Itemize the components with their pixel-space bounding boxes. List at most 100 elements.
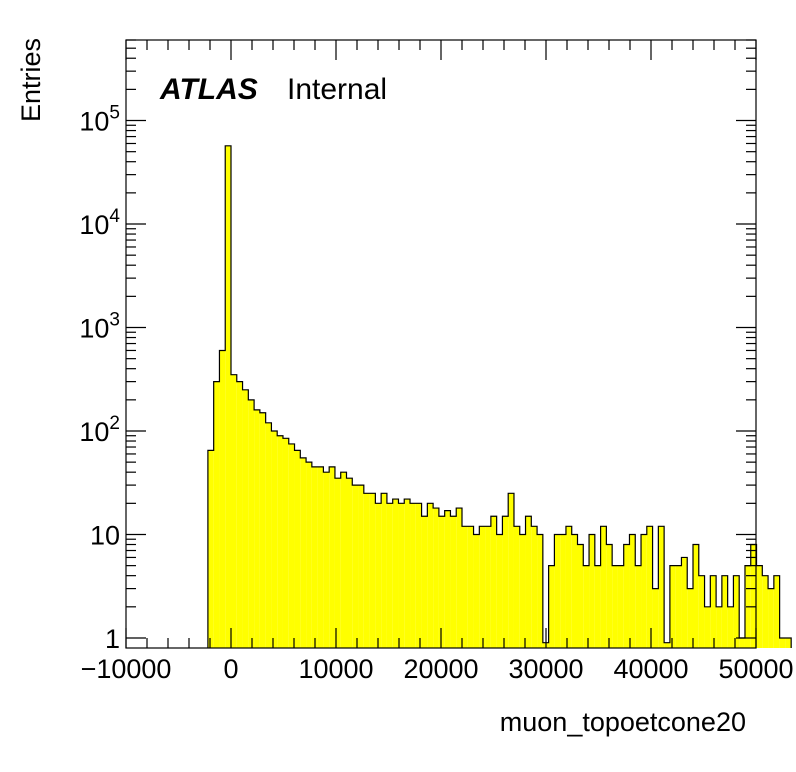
histogram-bin [623,544,630,648]
histogram-bin [537,534,543,648]
histogram-bin [687,588,693,648]
histogram-bin [265,422,272,648]
histogram-bin [693,544,699,648]
x-tick-label: 0 [223,654,238,684]
histogram-bin [565,526,572,648]
histogram-bin [231,374,237,648]
histogram-bin [768,588,774,648]
histogram-bin [641,534,647,648]
histogram-bin [716,606,722,648]
histogram-bars [207,145,792,648]
x-tick-label: 30000 [508,654,583,684]
histogram-bin [462,526,468,648]
histogram-bin [386,503,393,648]
histogram-bin [236,381,243,648]
y-tick-labels: 1 10 102 103 104 105 [79,103,120,654]
histogram-bin [444,510,451,648]
histogram-bin [456,508,462,648]
y-tick-label: 10 [90,520,120,550]
y-tick-label: 102 [79,413,120,447]
histogram-bin [317,466,324,648]
histogram-bin [381,493,387,648]
histogram-bin [259,412,266,648]
histogram-bin [358,485,364,648]
histogram-bin [329,466,335,648]
histogram-bin [669,565,676,648]
histogram-bin [490,516,497,648]
histogram-bin [352,485,359,648]
histogram-bin [773,575,780,648]
histogram-bin [577,544,584,648]
histogram-bin [248,399,255,648]
histogram-bin [750,544,757,648]
histogram-bin [415,503,422,648]
histogram-bin [594,565,601,648]
y-tick-label: 105 [79,103,120,137]
histogram-bin [323,472,330,648]
histogram-bin [681,557,688,648]
histogram-bin [421,516,428,648]
histogram-bin [583,565,590,648]
histogram-bin [479,526,486,648]
histogram-bin [485,526,491,648]
histogram-bin [502,516,509,648]
histogram-bin [392,499,399,648]
histogram-bin [410,503,416,648]
histogram-bin [721,575,728,648]
histogram-bin [404,499,411,648]
axis-ticks [125,39,757,648]
x-tick-label: 20000 [403,654,478,684]
x-tick-labels: −10000 0 10000 20000 30000 40000 50000 [81,654,794,684]
histogram-bin [207,450,214,648]
histogram-bin [213,381,220,648]
histogram-bin [311,466,318,648]
histogram-bin [369,493,376,648]
atlas-label: ATLAS [159,73,258,106]
histogram-bin [548,565,555,648]
histogram-bin [606,544,613,648]
histogram-bin [225,145,231,648]
histogram-bin [762,575,769,648]
histogram-bin [617,565,624,648]
histogram-bin [658,526,665,648]
histogram-bin [473,534,480,648]
histogram-bin [785,637,792,648]
histogram-bin [531,526,538,648]
histogram-bin [294,450,301,648]
histogram-bin [334,478,341,648]
x-tick-label: 50000 [718,654,793,684]
y-tick-label: 104 [79,206,120,240]
histogram-bin [427,503,434,648]
histogram-bin [612,565,618,648]
histogram-bin [704,606,711,648]
y-axis-title: Entries [16,38,46,122]
x-tick-label: 10000 [298,654,373,684]
histogram-bin [698,575,705,648]
histogram-bin [710,575,717,648]
histogram-bin [756,565,763,648]
histogram-bin [600,526,607,648]
histogram-bin [739,637,745,648]
histogram-bin [277,435,283,648]
histogram-bin [560,534,566,648]
histogram-bin [375,503,382,648]
histogram-bin [629,534,636,648]
y-tick-label: 1 [105,624,120,654]
histogram-bin [733,575,740,648]
x-tick-label: −10000 [81,654,172,684]
histogram-bin [300,457,307,648]
histogram-bin [433,508,439,648]
histogram-bin [398,503,405,648]
histogram-bin [571,534,578,648]
histogram-bin [346,478,353,648]
histogram-bin [779,637,786,648]
histogram-bin [242,389,249,648]
internal-label: Internal [287,73,387,106]
histogram-bin [635,565,642,648]
histogram-bin [340,472,347,648]
histogram-bin [508,493,514,648]
x-tick-label: 40000 [613,654,688,684]
histogram-bin [589,534,595,648]
histogram-bin [525,516,532,648]
histogram-bin [519,534,526,648]
